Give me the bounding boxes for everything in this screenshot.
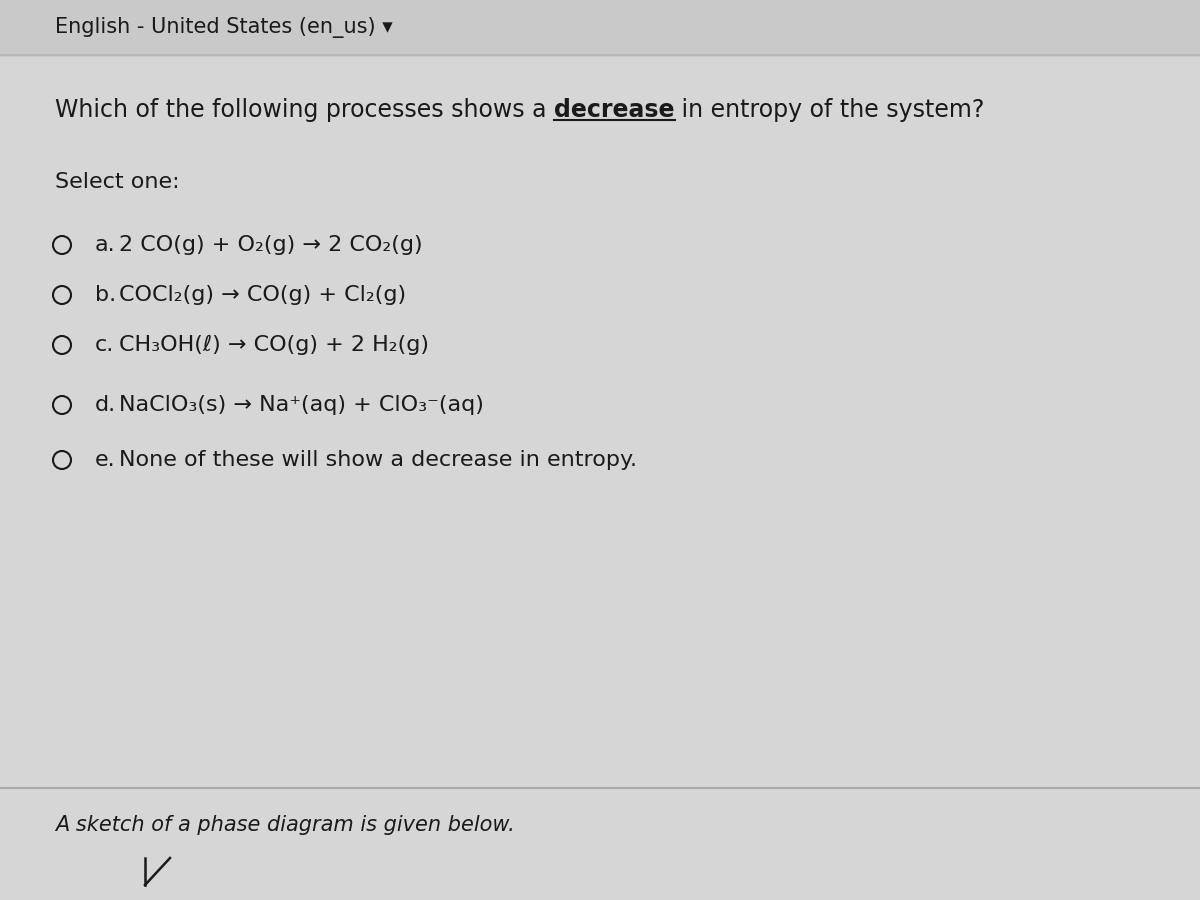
Text: c.: c.: [95, 335, 114, 355]
Text: English - United States (en_us) ▾: English - United States (en_us) ▾: [55, 17, 392, 38]
Text: in entropy of the system?: in entropy of the system?: [674, 98, 985, 122]
Text: Which of the following processes shows a: Which of the following processes shows a: [55, 98, 554, 122]
Text: d.: d.: [95, 395, 116, 415]
Text: COCl₂(g) → CO(g) + Cl₂(g): COCl₂(g) → CO(g) + Cl₂(g): [119, 285, 406, 305]
Text: Select one:: Select one:: [55, 172, 180, 192]
Text: CH₃OH(ℓ) → CO(g) + 2 H₂(g): CH₃OH(ℓ) → CO(g) + 2 H₂(g): [119, 335, 430, 356]
FancyBboxPatch shape: [0, 55, 1200, 788]
Text: e.: e.: [95, 450, 115, 470]
Text: 2 CO(g) + O₂(g) → 2 CO₂(g): 2 CO(g) + O₂(g) → 2 CO₂(g): [119, 235, 422, 255]
FancyBboxPatch shape: [0, 788, 1200, 900]
Text: A sketch of a phase diagram is given below.: A sketch of a phase diagram is given bel…: [55, 815, 515, 835]
Text: None of these will show a decrease in entropy.: None of these will show a decrease in en…: [119, 450, 637, 470]
Text: NaClO₃(s) → Na⁺(aq) + ClO₃⁻(aq): NaClO₃(s) → Na⁺(aq) + ClO₃⁻(aq): [119, 395, 484, 415]
Text: b.: b.: [95, 285, 116, 305]
Text: a.: a.: [95, 235, 115, 255]
FancyBboxPatch shape: [0, 0, 1200, 55]
Text: decrease: decrease: [554, 98, 674, 122]
